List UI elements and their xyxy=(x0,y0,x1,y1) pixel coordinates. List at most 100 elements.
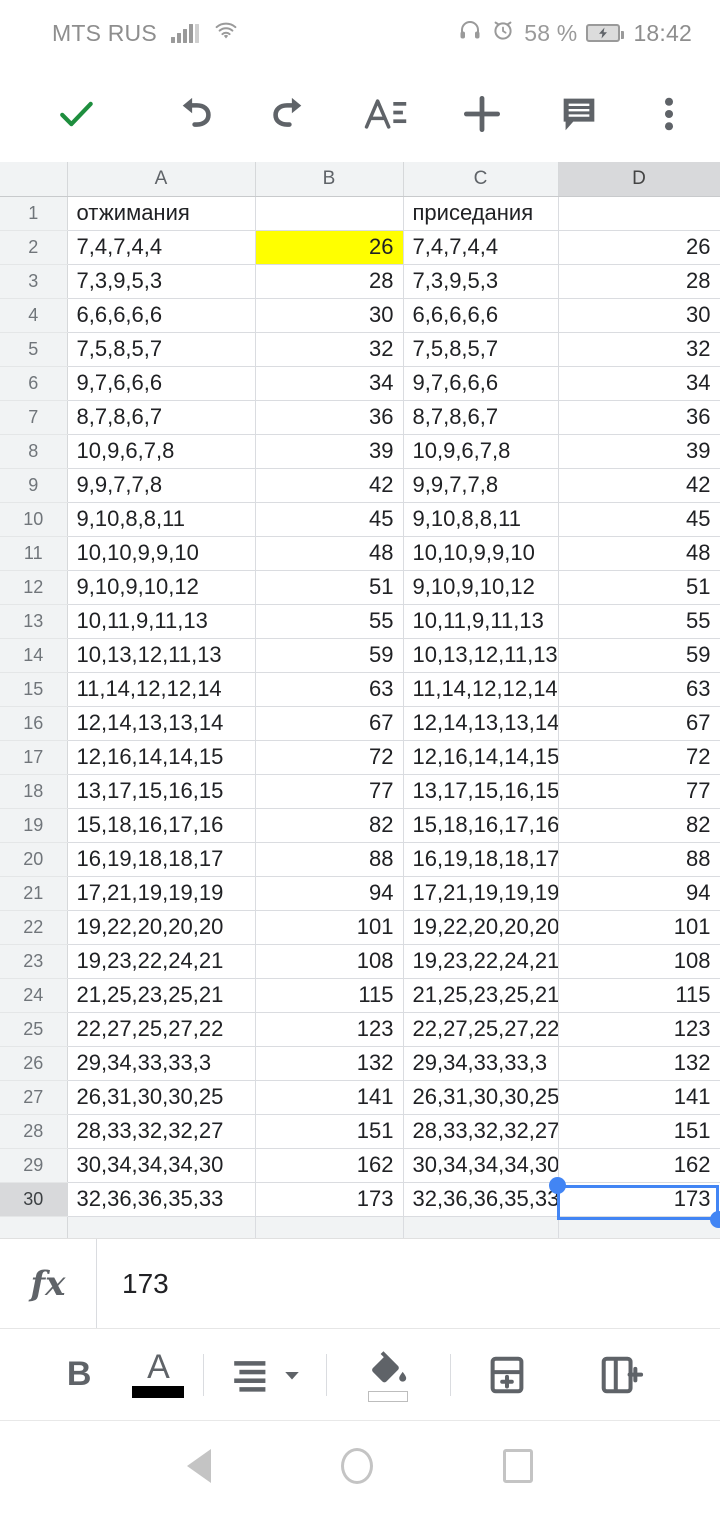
cell-A21[interactable]: 17,21,19,19,19 xyxy=(67,876,256,911)
row-header-17[interactable]: 17 xyxy=(0,740,68,775)
row-header-5[interactable]: 5 xyxy=(0,332,68,367)
cell-D9[interactable]: 42 xyxy=(558,468,720,503)
cell-C13[interactable]: 10,11,9,11,13 xyxy=(403,604,559,639)
row-header-12[interactable]: 12 xyxy=(0,570,68,605)
cell-A16[interactable]: 12,14,13,13,14 xyxy=(67,706,256,741)
cell-A20[interactable]: 16,19,18,18,17 xyxy=(67,842,256,877)
row-header-19[interactable]: 19 xyxy=(0,808,68,843)
cell-B7[interactable]: 36 xyxy=(255,400,404,435)
cell-C14[interactable]: 10,13,12,11,13 xyxy=(403,638,559,673)
cell-D8[interactable]: 39 xyxy=(558,434,720,469)
cell-A25[interactable]: 22,27,25,27,22 xyxy=(67,1012,256,1047)
cell-B5[interactable]: 32 xyxy=(255,332,404,367)
cell-D17[interactable]: 72 xyxy=(558,740,720,775)
table-row[interactable]: 12 9,10,9,10,12 51 9,10,9,10,12 51 xyxy=(0,570,720,605)
cell-C29[interactable]: 30,34,34,34,30 xyxy=(403,1148,559,1183)
cell-C21[interactable]: 17,21,19,19,19 xyxy=(403,876,559,911)
table-row[interactable]: 24 21,25,23,25,21 115 21,25,23,25,21 115 xyxy=(0,978,720,1013)
table-row[interactable]: 30 32,36,36,35,33 173 32,36,36,35,33 173 xyxy=(0,1182,720,1217)
cell-C16[interactable]: 12,14,13,13,14 xyxy=(403,706,559,741)
cell-A15[interactable]: 11,14,12,12,14 xyxy=(67,672,256,707)
cell-A11[interactable]: 10,10,9,9,10 xyxy=(67,536,256,571)
cell-A30[interactable]: 32,36,36,35,33 xyxy=(67,1182,256,1217)
cell-A8[interactable]: 10,9,6,7,8 xyxy=(67,434,256,469)
row-header-25[interactable]: 25 xyxy=(0,1012,68,1047)
cell-A6[interactable]: 9,7,6,6,6 xyxy=(67,366,256,401)
cell-C5[interactable]: 7,5,8,5,7 xyxy=(403,332,559,367)
cell-C6[interactable]: 9,7,6,6,6 xyxy=(403,366,559,401)
back-icon[interactable] xyxy=(187,1448,211,1483)
cell-C30[interactable]: 32,36,36,35,33 xyxy=(403,1182,559,1217)
cell-D23[interactable]: 108 xyxy=(558,944,720,979)
text-format-button[interactable] xyxy=(361,79,409,149)
cell-A5[interactable]: 7,5,8,5,7 xyxy=(67,332,256,367)
row-header-22[interactable]: 22 xyxy=(0,910,68,945)
row-header-27[interactable]: 27 xyxy=(0,1080,68,1115)
cell-D15[interactable]: 63 xyxy=(558,672,720,707)
row-header-20[interactable]: 20 xyxy=(0,842,68,877)
table-row[interactable]: 10 9,10,8,8,11 45 9,10,8,8,11 45 xyxy=(0,502,720,537)
cell-D22[interactable]: 101 xyxy=(558,910,720,945)
cell-B27[interactable]: 141 xyxy=(255,1080,404,1115)
cell-D27[interactable]: 141 xyxy=(558,1080,720,1115)
cell-C15[interactable]: 11,14,12,12,14 xyxy=(403,672,559,707)
cell-B13[interactable]: 55 xyxy=(255,604,404,639)
column-header-d[interactable]: D xyxy=(558,162,720,197)
cell-C3[interactable]: 7,3,9,5,3 xyxy=(403,264,559,299)
cell-C8[interactable]: 10,9,6,7,8 xyxy=(403,434,559,469)
cell-C17[interactable]: 12,16,14,14,15 xyxy=(403,740,559,775)
row-header-10[interactable]: 10 xyxy=(0,502,68,537)
cell-B30[interactable]: 173 xyxy=(255,1182,404,1217)
more-options-button[interactable] xyxy=(650,79,688,149)
row-header-30[interactable]: 30 xyxy=(0,1182,68,1217)
row-header-29[interactable]: 29 xyxy=(0,1148,68,1183)
table-row[interactable]: 25 22,27,25,27,22 123 22,27,25,27,22 123 xyxy=(0,1012,720,1047)
redo-button[interactable] xyxy=(266,79,312,149)
cell-partial[interactable] xyxy=(67,1216,256,1238)
bold-button[interactable]: B xyxy=(44,1355,114,1394)
table-row[interactable]: 7 8,7,8,6,7 36 8,7,8,6,7 36 xyxy=(0,400,720,435)
cell-C9[interactable]: 9,9,7,7,8 xyxy=(403,468,559,503)
cell-C25[interactable]: 22,27,25,27,22 xyxy=(403,1012,559,1047)
cell-A10[interactable]: 9,10,8,8,11 xyxy=(67,502,256,537)
table-row[interactable]: 1 отжимания приседания xyxy=(0,196,720,231)
cell-partial[interactable] xyxy=(403,1216,559,1238)
table-row[interactable]: 28 28,33,32,32,27 151 28,33,32,32,27 151 xyxy=(0,1114,720,1149)
table-row-partial[interactable] xyxy=(0,1216,720,1238)
cell-B26[interactable]: 132 xyxy=(255,1046,404,1081)
cell-C10[interactable]: 9,10,8,8,11 xyxy=(403,502,559,537)
insert-column-button[interactable] xyxy=(563,1352,676,1398)
cell-A14[interactable]: 10,13,12,11,13 xyxy=(67,638,256,673)
cell-D19[interactable]: 82 xyxy=(558,808,720,843)
cell-B4[interactable]: 30 xyxy=(255,298,404,333)
spreadsheet-grid[interactable]: A B C D 1 отжимания приседания 2 7,4,7,4,4 26… xyxy=(0,162,720,1238)
cell-D20[interactable]: 88 xyxy=(558,842,720,877)
cell-B23[interactable]: 108 xyxy=(255,944,404,979)
table-row[interactable]: 3 7,3,9,5,3 28 7,3,9,5,3 28 xyxy=(0,264,720,299)
cell-D28[interactable]: 151 xyxy=(558,1114,720,1149)
cell-A28[interactable]: 28,33,32,32,27 xyxy=(67,1114,256,1149)
cell-D6[interactable]: 34 xyxy=(558,366,720,401)
add-button[interactable] xyxy=(457,79,507,149)
cell-D18[interactable]: 77 xyxy=(558,774,720,809)
cell-C19[interactable]: 15,18,16,17,16 xyxy=(403,808,559,843)
row-header-23[interactable]: 23 xyxy=(0,944,68,979)
cell-C18[interactable]: 13,17,15,16,15 xyxy=(403,774,559,809)
cell-B16[interactable]: 67 xyxy=(255,706,404,741)
cell-B21[interactable]: 94 xyxy=(255,876,404,911)
cell-B6[interactable]: 34 xyxy=(255,366,404,401)
cell-B2[interactable]: 26 xyxy=(255,230,404,265)
column-header-c[interactable]: C xyxy=(403,162,559,197)
fill-color-button[interactable] xyxy=(327,1347,450,1402)
cell-B12[interactable]: 51 xyxy=(255,570,404,605)
cell-C7[interactable]: 8,7,8,6,7 xyxy=(403,400,559,435)
cell-B29[interactable]: 162 xyxy=(255,1148,404,1183)
cell-D12[interactable]: 51 xyxy=(558,570,720,605)
cell-B28[interactable]: 151 xyxy=(255,1114,404,1149)
row-header-4[interactable]: 4 xyxy=(0,298,68,333)
cell-A3[interactable]: 7,3,9,5,3 xyxy=(67,264,256,299)
cell-B18[interactable]: 77 xyxy=(255,774,404,809)
row-header-26[interactable]: 26 xyxy=(0,1046,68,1081)
table-row[interactable]: 18 13,17,15,16,15 77 13,17,15,16,15 77 xyxy=(0,774,720,809)
row-header-21[interactable]: 21 xyxy=(0,876,68,911)
